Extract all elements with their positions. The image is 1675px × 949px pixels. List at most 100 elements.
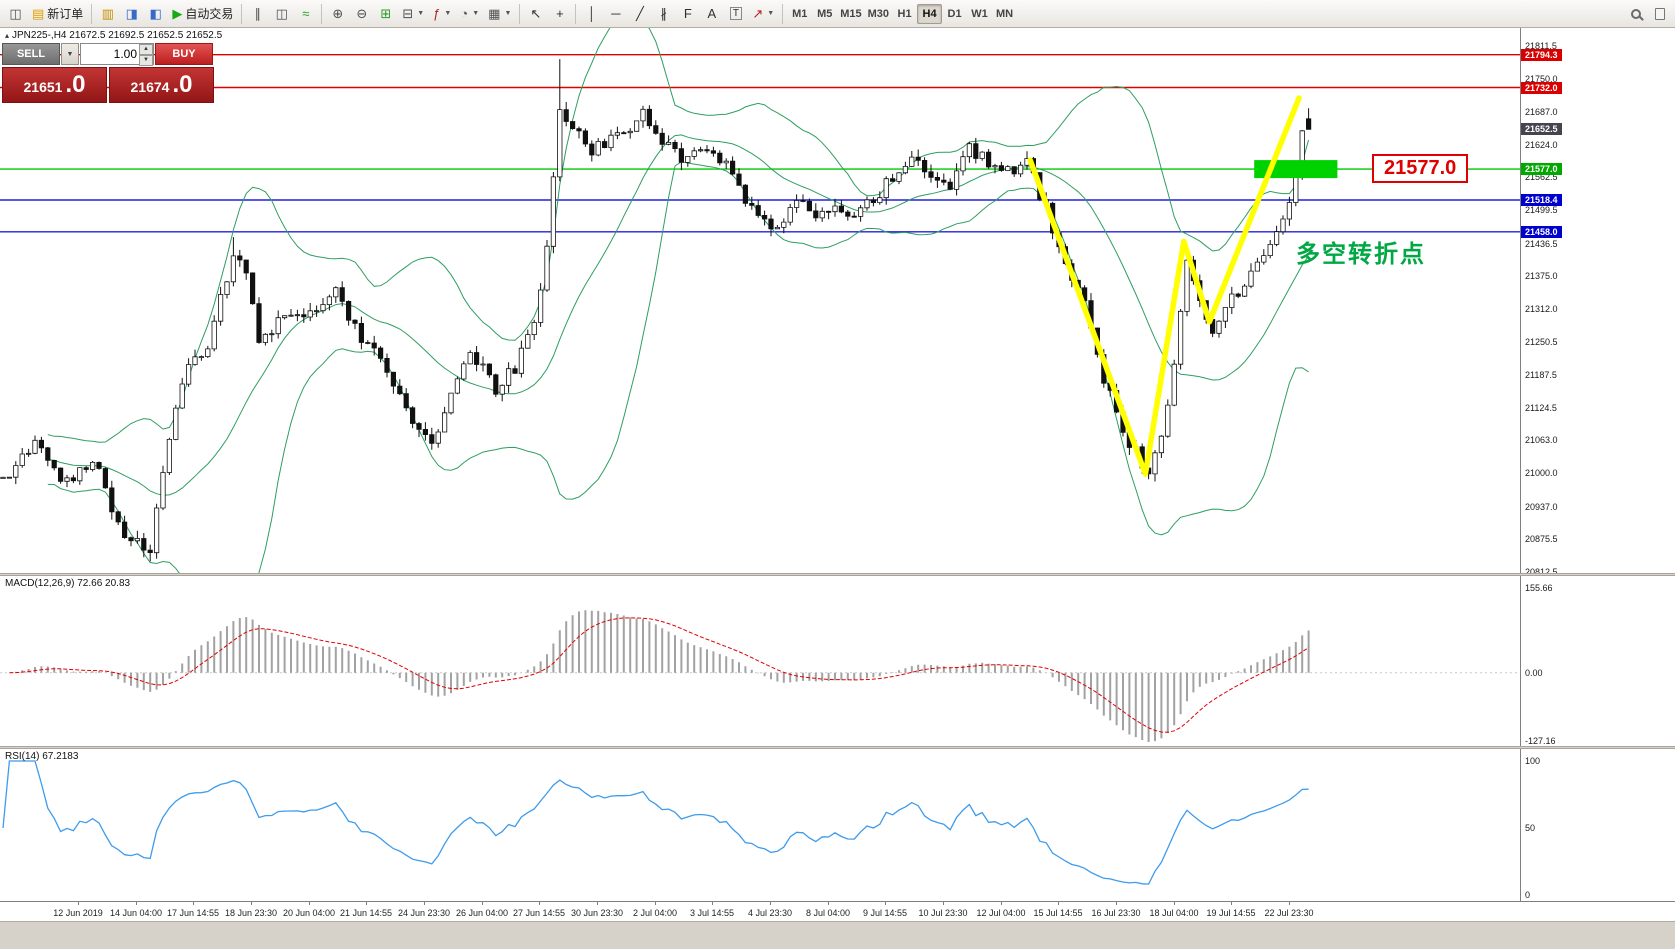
time-tick — [885, 902, 886, 905]
axis-label: 21000.0 — [1525, 468, 1558, 479]
indicators-icon[interactable]: ƒ ▼ — [429, 3, 455, 25]
toolbar-separator — [91, 3, 93, 24]
time-tick — [712, 902, 713, 905]
crosshair-icon[interactable]: + — [548, 3, 571, 25]
trendline-icon[interactable]: ╱ — [628, 3, 651, 25]
pane-splitter-rsi[interactable] — [0, 746, 1675, 749]
profiles-icon: ▥ — [101, 5, 114, 21]
text-icon: A — [707, 6, 717, 21]
indicators-icon: ƒ — [433, 6, 441, 21]
horizontal-line-icon: ─ — [611, 6, 621, 21]
text-icon[interactable]: A — [700, 3, 723, 25]
time-label: 14 Jun 04:00 — [109, 908, 163, 918]
line-chart-icon[interactable]: ≈ — [294, 3, 317, 25]
vertical-line-icon[interactable]: │ — [580, 3, 603, 25]
market-watch-icon[interactable]: ◨ — [120, 3, 143, 25]
price-axis[interactable]: 21811.5 21750.0 21687.0 21624.0 21562.5 21499… — [1520, 28, 1675, 901]
bar-chart-icon[interactable]: ∥ — [246, 3, 269, 25]
timeframe-mn[interactable]: MN — [995, 7, 1014, 20]
auto-trading-button[interactable]: ▶ 自动交易 — [168, 3, 237, 25]
volume-stepper: ▲ ▼ — [139, 44, 153, 66]
arrows-icon[interactable]: ↗ ▼ — [748, 3, 778, 25]
price-annotation-label[interactable]: 21577.0 — [1372, 154, 1469, 183]
order-type-dropdown[interactable]: ▼ — [61, 43, 79, 65]
equidistant-channel-icon[interactable]: ∦ — [652, 3, 675, 25]
timeframe-h1[interactable]: H1 — [897, 7, 912, 20]
pane-splitter-macd[interactable] — [0, 573, 1675, 576]
chart-region: ▴ JPN225-,H4 21672.5 21692.5 21652.5 2165… — [0, 28, 1675, 949]
timeframe-m5[interactable]: M5 — [817, 7, 833, 20]
main-toolbar: ◫ ▤ 新订单 ▥ ◨ ◧ ▶ 自动交易 ∥ ◫ ≈ ⊕ ⊖ ⊞ ⊟ ▼ ƒ ▼ ◔ ▼ ▦ ▼ ↖ + │ ─ ╱ ∦ F A T ↗ ▼ M1… — [0, 0, 1675, 28]
time-tick — [943, 902, 944, 905]
symbol-info-text: JPN225-,H4 21672.5 21692.5 21652.5 21652… — [12, 30, 223, 41]
turning-point-annotation[interactable]: 多空转折点 — [1296, 241, 1426, 268]
macd-label: MACD(12,26,9) 72.66 20.83 — [5, 578, 131, 589]
time-label: 4 Jul 23:30 — [747, 908, 793, 918]
level-lines[interactable] — [0, 54, 1520, 233]
timeframe-m15[interactable]: M15 — [840, 7, 862, 20]
time-tick — [1001, 902, 1002, 905]
profiles-icon[interactable]: ▥ — [96, 3, 119, 25]
navigator-icon: ◧ — [149, 5, 162, 21]
new-order-button[interactable]: ▤ 新订单 — [28, 3, 87, 25]
axis-label: 0.00 — [1525, 667, 1543, 678]
buy-button[interactable]: BUY — [155, 43, 213, 65]
volume-down-button[interactable]: ▼ — [139, 55, 153, 66]
axis-label: -127.16 — [1525, 736, 1556, 746]
buy-price-main: 21674 — [130, 79, 170, 95]
auto-scroll-icon: ⊞ — [380, 5, 392, 21]
chart-shift-icon[interactable]: ⊟ ▼ — [398, 3, 428, 25]
sell-button[interactable]: SELL — [2, 43, 60, 65]
templates-icon[interactable]: ▦ ▼ — [484, 3, 515, 25]
timeframe-m1[interactable]: M1 — [792, 7, 808, 20]
rsi-pane[interactable] — [0, 749, 1520, 901]
arrows-icon: ↗ — [752, 5, 764, 21]
timeframe-m30[interactable]: M30 — [867, 7, 890, 20]
volume-input[interactable] — [81, 44, 139, 64]
time-tick — [655, 902, 656, 905]
fibonacci-icon[interactable]: F — [676, 3, 699, 25]
zoom-in-icon[interactable]: ⊕ — [326, 3, 349, 25]
cursor-icon[interactable]: ↖ — [524, 3, 547, 25]
toolbar-separator — [519, 3, 521, 24]
search-icon[interactable] — [1624, 3, 1647, 25]
zoom-out-icon[interactable]: ⊖ — [350, 3, 373, 25]
time-tick — [828, 902, 829, 905]
periods-icon[interactable]: ◔ ▼ — [456, 3, 483, 25]
vertical-line-icon: │ — [587, 6, 596, 21]
new-chart-icon: ◫ — [9, 5, 22, 21]
timeframe-h4[interactable]: H4 — [917, 3, 943, 24]
time-label: 18 Jun 23:30 — [224, 908, 278, 918]
text-label-icon[interactable]: T — [724, 3, 747, 25]
auto-scroll-icon[interactable]: ⊞ — [374, 3, 397, 25]
macd-signal-line — [9, 617, 1309, 733]
fibonacci-icon: F — [683, 6, 692, 21]
price-tag: 21577.0 — [1521, 163, 1562, 176]
time-tick — [193, 902, 194, 905]
timeframe-w1[interactable]: W1 — [971, 7, 988, 20]
axis-label: 21063.0 — [1525, 435, 1558, 446]
timeframe-d1[interactable]: D1 — [947, 7, 962, 20]
time-label: 27 Jun 14:55 — [512, 908, 566, 918]
horizontal-line-icon[interactable]: ─ — [604, 3, 627, 25]
new-chart-icon[interactable]: ◫ — [4, 3, 27, 25]
main-chart[interactable] — [0, 28, 1520, 573]
data-window-icon[interactable] — [1648, 3, 1671, 25]
axis-label: 21562.5 — [1525, 172, 1558, 183]
sell-price-display[interactable]: 21651 .0 — [2, 67, 107, 103]
macd-pane[interactable] — [0, 576, 1520, 746]
bollinger-bands — [47, 28, 1310, 573]
toolbar-separator — [321, 3, 323, 24]
axis-label: 21687.0 — [1525, 106, 1558, 117]
volume-up-button[interactable]: ▲ — [139, 44, 153, 55]
navigator-icon[interactable]: ◧ — [144, 3, 167, 25]
zigzag-annotation[interactable] — [1027, 95, 1302, 477]
time-axis[interactable]: 12 Jun 2019 14 Jun 04:00 17 Jun 14:55 18 Ju… — [0, 901, 1675, 921]
axis-label: 21250.5 — [1525, 336, 1558, 347]
volume-input-group: ▲ ▼ — [80, 43, 154, 66]
time-tick — [1116, 902, 1117, 905]
time-tick — [770, 902, 771, 905]
time-label: 20 Jun 04:00 — [282, 908, 336, 918]
candlestick-chart-icon[interactable]: ◫ — [270, 3, 293, 25]
buy-price-display[interactable]: 21674 .0 — [109, 67, 214, 103]
